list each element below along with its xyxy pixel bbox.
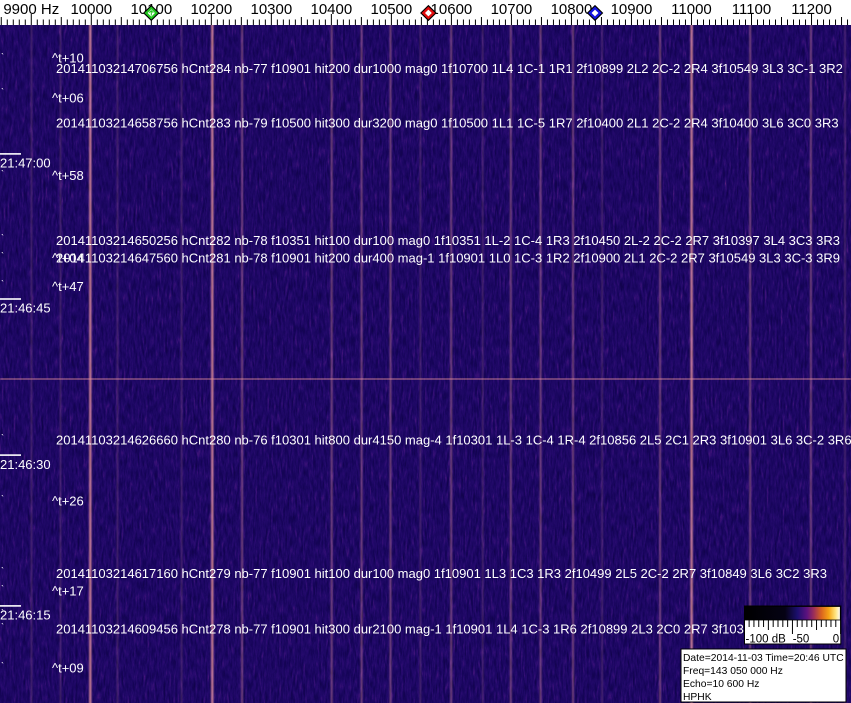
svg-text:Freq=143 050 000 Hz: Freq=143 050 000 Hz [683, 666, 783, 677]
svg-text:Date=2014-11-03 Time=20:46 UTC: Date=2014-11-03 Time=20:46 UTC [683, 653, 844, 664]
svg-text:Echo=10 600 Hz: Echo=10 600 Hz [683, 679, 759, 690]
svg-text:HPHK: HPHK [683, 692, 712, 703]
svg-text:0: 0 [833, 634, 839, 646]
svg-text:-50: -50 [793, 634, 810, 646]
svg-text:-100 dB: -100 dB [746, 634, 787, 646]
